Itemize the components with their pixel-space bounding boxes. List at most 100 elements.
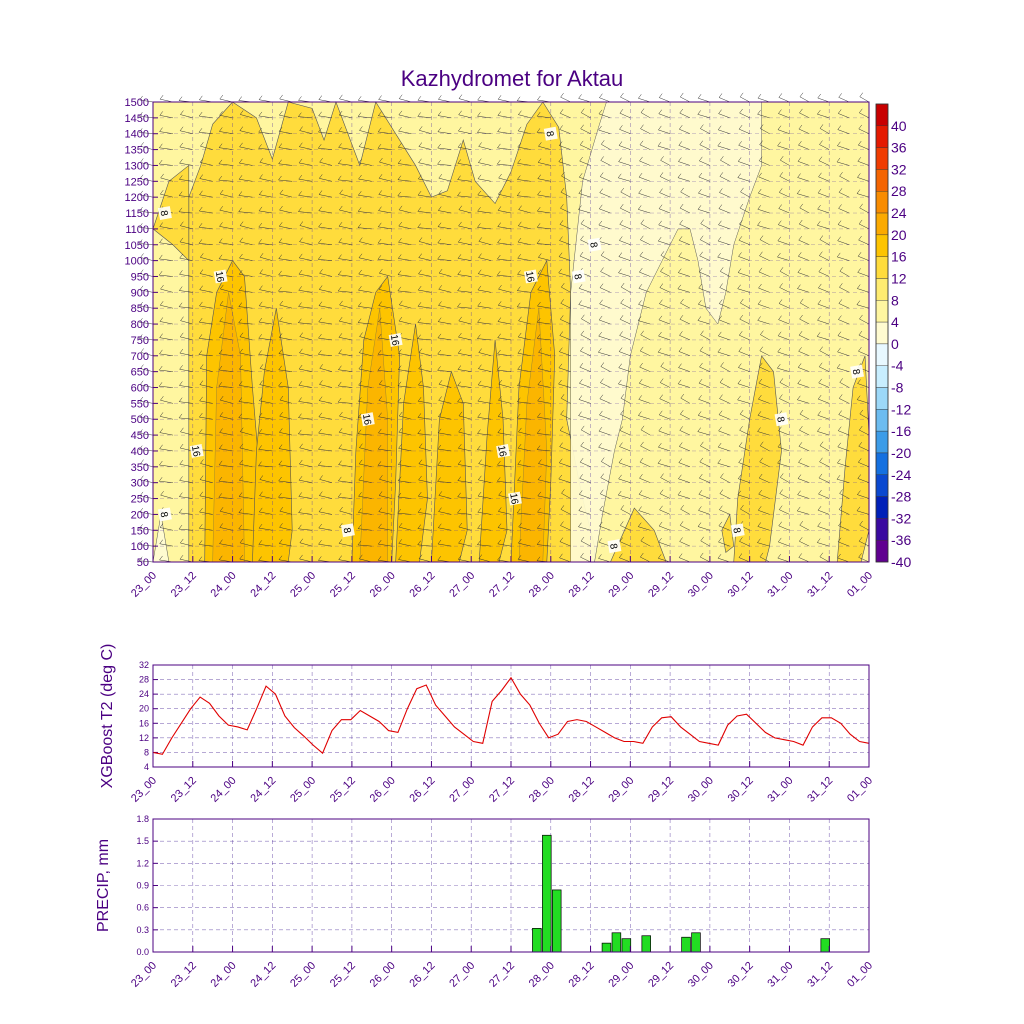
wind-barb-flag (638, 284, 643, 289)
wind-barb-flag (258, 222, 263, 228)
wind-barb-flag (758, 395, 762, 400)
wind-barb-shaft (518, 336, 531, 341)
contour-label: 8 (158, 507, 172, 522)
wind-barb-flag (398, 316, 403, 322)
wind-barb-shaft (178, 528, 193, 531)
wind-barb-flag (856, 300, 861, 305)
wind-barb-shaft (517, 417, 531, 420)
wind-barb-shaft (818, 176, 830, 182)
wind-barb-flag (600, 267, 604, 272)
wind-barb-flag (638, 395, 642, 400)
wind-barb-shaft (438, 527, 452, 531)
wind-barb-flag (199, 396, 203, 402)
wind-barb-shaft (339, 114, 352, 119)
wind-barb-shaft (437, 131, 452, 134)
wind-barb-shaft (199, 194, 213, 198)
wind-barb-shaft (418, 289, 432, 293)
wind-barb-flag (418, 142, 423, 147)
wind-barb-shaft (200, 368, 213, 372)
wind-barb-shaft (477, 227, 492, 230)
wind-barb-shaft (338, 353, 352, 357)
wind-barb-shaft (538, 479, 551, 483)
wind-barb-shaft (838, 113, 850, 119)
top-ytick-label: 700 (131, 351, 149, 363)
wind-barb-shaft (600, 271, 611, 277)
wind-barb-flag (379, 269, 383, 274)
wind-barb-shaft (279, 226, 293, 230)
wind-barb-shaft (659, 192, 671, 198)
wind-barb-shaft (537, 194, 551, 198)
wind-barb-flag (580, 124, 584, 129)
wind-barb-shaft (758, 382, 770, 388)
wind-barb-flag (497, 366, 501, 371)
wind-barb-shaft (660, 366, 671, 372)
wind-barb-shaft (159, 226, 173, 230)
wind-barb-flag (478, 253, 482, 258)
colorbar-label: 32 (891, 161, 907, 177)
wind-barb-shaft (458, 98, 472, 103)
wind-barb-flag (598, 109, 603, 114)
wind-barb-shaft (580, 445, 591, 452)
wind-barb-flag (537, 413, 541, 418)
wind-barb-shaft (718, 446, 730, 452)
wind-barb-flag (378, 412, 382, 417)
wind-barb-shaft (419, 241, 432, 246)
wind-barb-flag (560, 187, 565, 193)
wind-barb-flag (477, 396, 482, 402)
wind-barb-flag (259, 396, 263, 401)
wind-barb-flag (819, 235, 824, 240)
wind-barb-flag (517, 159, 521, 164)
wind-barb-flag (339, 189, 343, 194)
wind-barb-flag (619, 442, 623, 447)
wind-barb-flag (218, 349, 223, 354)
wind-barb-shaft (198, 354, 213, 357)
wind-barb-flag (199, 475, 204, 480)
wind-barb-shaft (319, 273, 333, 277)
wind-barb-flag (417, 413, 422, 418)
wind-barb-flag (658, 220, 662, 226)
wind-barb-shaft (758, 303, 770, 309)
wind-barb-flag (358, 380, 362, 386)
wind-barb-flag (258, 317, 263, 323)
bot-xtick-label: 26_12 (407, 960, 437, 990)
mid-xtick-label: 27_00 (447, 775, 477, 805)
wind-barb-shaft (679, 525, 691, 531)
wind-barb-flag (537, 158, 542, 163)
wind-barb-shaft (139, 115, 154, 119)
wind-barb-shaft (640, 239, 651, 245)
wind-barb-flag (560, 299, 564, 304)
wind-barb-shaft (398, 431, 412, 436)
bot-xtick-label: 29_00 (606, 960, 636, 990)
wind-barb-shaft (600, 366, 611, 372)
wind-barb-shaft (418, 512, 432, 515)
wind-barb-flag (779, 394, 783, 399)
wind-barb-shaft (298, 401, 313, 404)
wind-barb-shaft (199, 305, 213, 309)
wind-barb-flag (600, 251, 605, 256)
cross-section-panel: 8161681681616161688888885010015020025030… (125, 92, 875, 600)
wind-barb-shaft (219, 353, 233, 357)
wind-barb-shaft (739, 541, 750, 547)
wind-barb-shaft (619, 240, 631, 245)
wind-barb-flag (780, 156, 784, 161)
wind-barb-flag (278, 365, 282, 370)
bot-xtick-label: 26_00 (368, 960, 398, 990)
bot-xtick-label: 30_12 (726, 960, 756, 990)
wind-barb-shaft (759, 350, 770, 357)
wind-barb-flag (339, 411, 343, 417)
wind-barb-flag (620, 92, 624, 98)
wind-barb-shaft (779, 398, 790, 404)
wind-barb-flag (497, 460, 501, 466)
contour-label: 16 (189, 444, 204, 458)
wind-barb-flag (678, 347, 683, 352)
wind-barb-flag (580, 536, 585, 542)
wind-barb-flag (638, 522, 642, 527)
wind-barb-shaft (359, 558, 372, 563)
wind-barb-shaft (598, 447, 611, 452)
wind-barb-shaft (638, 526, 651, 531)
contour-label-text: 8 (607, 543, 619, 551)
wind-barb-shaft (180, 225, 193, 230)
bot-xtick-label: 27_12 (487, 960, 517, 990)
wind-barb-shaft (200, 463, 213, 468)
wind-barb-flag (318, 144, 322, 149)
